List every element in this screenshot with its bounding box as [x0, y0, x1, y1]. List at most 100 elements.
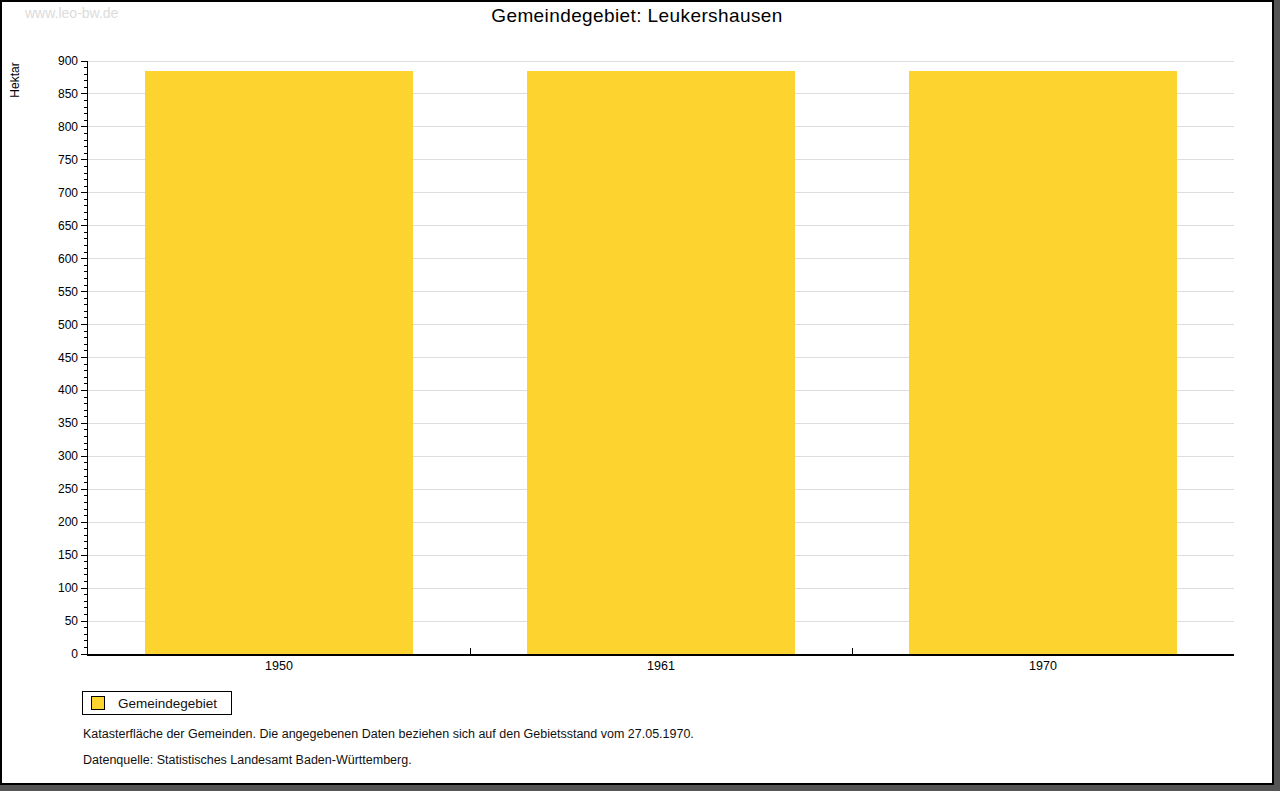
y-tick-major [81, 390, 88, 391]
y-tick-major [81, 522, 88, 523]
y-tick-minor [84, 614, 88, 615]
plot-area: 0501001502002503003504004505005506006507… [87, 61, 1234, 656]
y-tick-minor [84, 397, 88, 398]
y-tick-minor [84, 252, 88, 253]
y-tick-minor [84, 265, 88, 266]
y-tick-minor [84, 298, 88, 299]
y-tick-label: 100 [58, 581, 78, 595]
y-tick-label: 250 [58, 482, 78, 496]
y-tick-minor [84, 166, 88, 167]
y-tick-minor [84, 232, 88, 233]
y-tick-minor [84, 370, 88, 371]
y-tick-minor [84, 331, 88, 332]
y-tick-minor [84, 113, 88, 114]
y-tick-label: 650 [58, 219, 78, 233]
y-tick-minor [84, 186, 88, 187]
legend-box: Gemeindegebiet [82, 691, 232, 715]
chart-window: www.leo-bw.de Gemeindegebiet: Leukershau… [0, 0, 1280, 791]
y-tick-minor [84, 153, 88, 154]
legend-swatch-gemeindegebiet [91, 696, 105, 710]
y-tick-label: 800 [58, 120, 78, 134]
y-axis-title: Hektar [8, 45, 22, 115]
y-tick-minor [84, 594, 88, 595]
y-tick-major [81, 159, 88, 160]
y-tick-label: 450 [58, 351, 78, 365]
x-axis-tick [470, 648, 471, 654]
y-tick-minor [84, 443, 88, 444]
y-tick-major [81, 93, 88, 94]
y-tick-minor [84, 133, 88, 134]
y-tick-minor [84, 449, 88, 450]
y-tick-minor [84, 515, 88, 516]
y-tick-minor [84, 476, 88, 477]
y-tick-minor [84, 647, 88, 648]
y-tick-minor [84, 634, 88, 635]
y-tick-minor [84, 179, 88, 180]
y-tick-minor [84, 120, 88, 121]
x-tick-label: 1950 [88, 659, 470, 673]
y-tick-minor [84, 502, 88, 503]
y-tick-minor [84, 607, 88, 608]
legend-label: Gemeindegebiet [118, 696, 217, 711]
gridline [88, 61, 1234, 62]
y-tick-minor [84, 344, 88, 345]
y-tick-label: 150 [58, 548, 78, 562]
y-tick-minor [84, 548, 88, 549]
y-tick-minor [84, 416, 88, 417]
footnote-source: Datenquelle: Statistisches Landesamt Bad… [83, 753, 412, 767]
footnote-description: Katasterfläche der Gemeinden. Die angege… [83, 727, 694, 741]
y-tick-major [81, 489, 88, 490]
y-tick-major [81, 258, 88, 259]
x-tick-label: 1961 [470, 659, 852, 673]
y-tick-major [81, 654, 88, 655]
chart-panel: www.leo-bw.de Gemeindegebiet: Leukershau… [0, 0, 1274, 785]
y-tick-label: 0 [71, 647, 78, 661]
y-tick-minor [84, 100, 88, 101]
y-tick-minor [84, 462, 88, 463]
y-tick-minor [84, 67, 88, 68]
y-tick-label: 200 [58, 515, 78, 529]
y-tick-label: 400 [58, 383, 78, 397]
y-tick-minor [84, 436, 88, 437]
bar-1950 [145, 71, 412, 654]
y-tick-minor [84, 429, 88, 430]
y-tick-label: 900 [58, 54, 78, 68]
y-tick-label: 550 [58, 285, 78, 299]
y-tick-major [81, 621, 88, 622]
y-tick-major [81, 555, 88, 556]
y-tick-label: 700 [58, 186, 78, 200]
y-tick-minor [84, 561, 88, 562]
y-tick-label: 300 [58, 449, 78, 463]
y-tick-minor [84, 581, 88, 582]
y-tick-minor [84, 383, 88, 384]
y-tick-major [81, 126, 88, 127]
y-tick-minor [84, 337, 88, 338]
y-tick-minor [84, 640, 88, 641]
bar-1970 [909, 71, 1176, 654]
y-tick-minor [84, 199, 88, 200]
y-tick-minor [84, 410, 88, 411]
y-tick-minor [84, 271, 88, 272]
y-tick-major [81, 291, 88, 292]
y-tick-major [81, 225, 88, 226]
y-tick-major [81, 324, 88, 325]
y-tick-minor [84, 317, 88, 318]
y-tick-minor [84, 146, 88, 147]
y-tick-minor [84, 212, 88, 213]
y-tick-label: 600 [58, 252, 78, 266]
y-tick-minor [84, 364, 88, 365]
y-tick-minor [84, 304, 88, 305]
y-tick-major [81, 61, 88, 62]
y-tick-minor [84, 74, 88, 75]
chart-title: Gemeindegebiet: Leukershausen [2, 5, 1272, 27]
x-axis-tick [852, 648, 853, 654]
y-tick-minor [84, 173, 88, 174]
y-tick-minor [84, 140, 88, 141]
y-tick-label: 850 [58, 87, 78, 101]
y-tick-minor [84, 574, 88, 575]
y-tick-minor [84, 107, 88, 108]
y-tick-label: 350 [58, 416, 78, 430]
y-tick-minor [84, 219, 88, 220]
x-tick-label: 1970 [852, 659, 1234, 673]
y-tick-minor [84, 509, 88, 510]
